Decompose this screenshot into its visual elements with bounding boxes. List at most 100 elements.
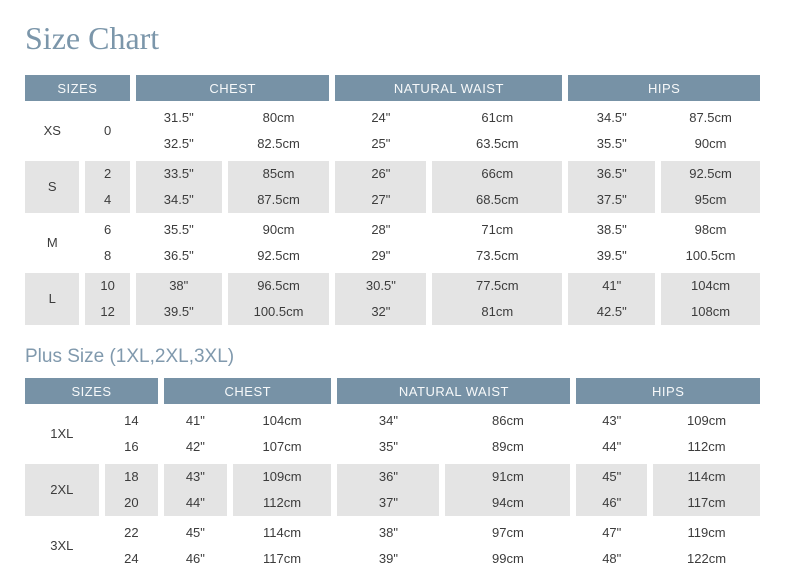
measurement-value: 66cm	[481, 166, 514, 181]
hips-cm-cell: 114cm 117cm	[653, 464, 760, 516]
chest-inches-cell: 38" 39.5"	[135, 273, 222, 325]
plus-size-heading: Plus Size (1XL,2XL,3XL)	[25, 346, 235, 367]
size-letter: 1XL	[50, 426, 74, 441]
measurement-value: 112cm	[263, 495, 302, 510]
header-row: SIZES CHEST NATURAL WAIST HIPS	[25, 378, 760, 404]
measurement-value: 61cm	[481, 110, 514, 125]
measurement-value: 34"	[378, 413, 398, 428]
measurement-value: 39.5"	[163, 304, 194, 319]
size-letter-cell: S	[25, 161, 80, 213]
size-letter-cell: L	[25, 273, 80, 325]
measurement-value: 35.5"	[163, 222, 194, 237]
measurement-value: 32"	[371, 304, 391, 319]
measurement-value: 81cm	[481, 304, 514, 319]
size-letter-cell: 2XL	[25, 464, 99, 516]
chest-cm-cell: 96.5cm 100.5cm	[227, 273, 330, 325]
measurement-value: 108cm	[691, 304, 731, 319]
waist-cm-cell: 61cm 63.5cm	[432, 105, 563, 157]
size-letter-cell: 1XL	[25, 408, 99, 460]
measurement-value: 114cm	[687, 469, 726, 484]
measurement-value: 96.5cm	[257, 278, 300, 293]
waist-cm-cell: 97cm 99cm	[445, 520, 571, 572]
measurement-value: 45"	[185, 525, 205, 540]
hips-cm-cell: 98cm 100.5cm	[661, 217, 760, 269]
measurement-value: 48"	[602, 551, 622, 566]
page-title: Size Chart	[25, 20, 160, 56]
hips-cm-cell: 109cm 112cm	[653, 408, 760, 460]
measurement-value: 90cm	[694, 136, 727, 151]
measurement-value: 38"	[169, 278, 189, 293]
size-number: 0	[104, 123, 112, 138]
size-number: 2	[104, 166, 112, 181]
waist-inches-cell: 26" 27"	[335, 161, 427, 213]
measurement-value: 94cm	[491, 495, 524, 510]
size-letter: 3XL	[50, 538, 74, 553]
measurement-value: 26"	[371, 166, 391, 181]
measurement-value: 32.5"	[163, 136, 194, 151]
column-header-chest: CHEST	[164, 378, 332, 404]
hips-inches-cell: 47" 48"	[576, 520, 648, 572]
column-header-sizes: SIZES	[25, 378, 159, 404]
measurement-value: 87.5cm	[257, 192, 300, 207]
size-number-cell: 10 12	[85, 273, 130, 325]
measurement-value: 25"	[371, 136, 391, 151]
measurement-value: 99cm	[491, 551, 524, 566]
waist-cm-cell: 66cm 68.5cm	[432, 161, 563, 213]
size-row-xs: XS 0 31.5" 32.5" 80cm 82.5cm 24" 25" 61cm 63…	[25, 105, 760, 157]
measurement-value: 36.5"	[596, 166, 627, 181]
hips-inches-cell: 45" 46"	[576, 464, 648, 516]
measurement-value: 47"	[602, 525, 622, 540]
column-header-chest: CHEST	[135, 75, 330, 101]
measurement-value: 91cm	[491, 469, 524, 484]
size-number: 16	[124, 439, 139, 454]
measurement-value: 30.5"	[365, 278, 396, 293]
column-header-hips: HIPS	[568, 75, 760, 101]
column-header-hips: HIPS	[576, 378, 760, 404]
hips-cm-cell: 104cm 108cm	[661, 273, 760, 325]
measurement-value: 34.5"	[163, 192, 194, 207]
measurement-value: 34.5"	[596, 110, 627, 125]
chest-inches-cell: 45" 46"	[164, 520, 227, 572]
measurement-value: 41"	[185, 413, 205, 428]
measurement-value: 43"	[602, 413, 622, 428]
measurement-value: 29"	[371, 248, 391, 263]
measurement-value: 73.5cm	[475, 248, 519, 263]
measurement-value: 89cm	[491, 439, 524, 454]
measurement-value: 87.5cm	[689, 110, 732, 125]
chest-inches-cell: 43" 44"	[164, 464, 227, 516]
measurement-value: 35.5"	[596, 136, 627, 151]
size-number: 8	[104, 248, 112, 263]
measurement-value: 45"	[602, 469, 622, 484]
column-header-natural-waist: NATURAL WAIST	[337, 378, 571, 404]
hips-cm-cell: 92.5cm 95cm	[661, 161, 760, 213]
measurement-value: 117cm	[263, 551, 302, 566]
size-table-regular: SIZES CHEST NATURAL WAIST HIPS XS 0 31.5…	[19, 71, 766, 329]
measurement-value: 68.5cm	[475, 192, 519, 207]
measurement-value: 109cm	[687, 413, 727, 428]
measurement-value: 117cm	[687, 495, 726, 510]
waist-inches-cell: 36" 37"	[337, 464, 440, 516]
measurement-value: 37"	[378, 495, 398, 510]
chest-cm-cell: 109cm 112cm	[232, 464, 332, 516]
measurement-value: 27"	[371, 192, 391, 207]
chest-inches-cell: 35.5" 36.5"	[135, 217, 222, 269]
hips-inches-cell: 38.5" 39.5"	[568, 217, 656, 269]
measurement-value: 36.5"	[163, 248, 194, 263]
waist-inches-cell: 24" 25"	[335, 105, 427, 157]
waist-inches-cell: 38" 39"	[337, 520, 440, 572]
measurement-value: 100.5cm	[685, 248, 736, 263]
size-letter: L	[48, 291, 56, 306]
size-letter: S	[47, 179, 57, 194]
measurement-value: 114cm	[263, 525, 302, 540]
chest-inches-cell: 33.5" 34.5"	[135, 161, 222, 213]
size-number-cell: 22 24	[104, 520, 159, 572]
chest-inches-cell: 31.5" 32.5"	[135, 105, 222, 157]
size-number-cell: 14 16	[104, 408, 159, 460]
measurement-value: 109cm	[262, 469, 302, 484]
measurement-value: 38.5"	[596, 222, 627, 237]
waist-inches-cell: 34" 35"	[337, 408, 440, 460]
column-header-sizes: SIZES	[25, 75, 130, 101]
measurement-value: 31.5"	[163, 110, 194, 125]
